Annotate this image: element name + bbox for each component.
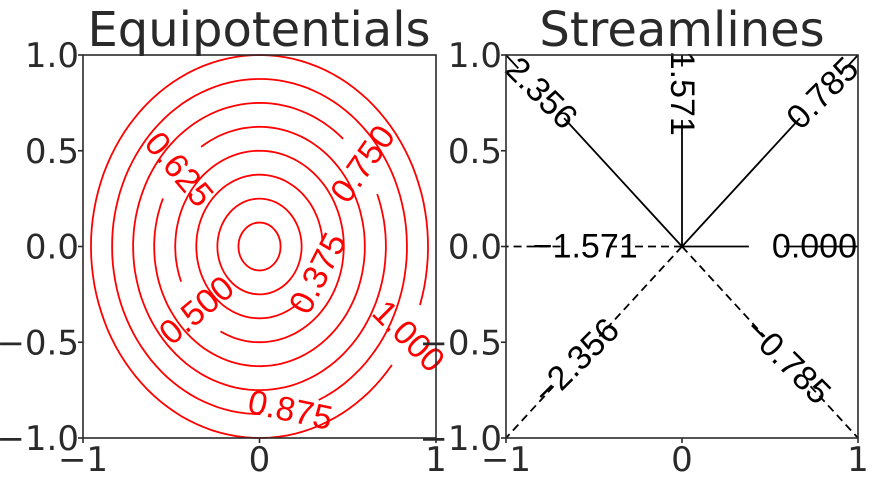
contour-label: −0.785 — [737, 311, 838, 412]
y-tick-label: 1.0 — [448, 36, 502, 76]
y-tick-label: −0.5 — [0, 323, 79, 363]
x-tick-label: −1 — [58, 440, 108, 480]
equipotential-contour — [174, 149, 345, 344]
equipotential-contour — [90, 54, 429, 439]
equipotential-contour — [195, 173, 324, 320]
streamline — [809, 385, 859, 439]
y-tick-label: 1.0 — [25, 36, 79, 76]
equipotentials-frame — [82, 54, 437, 439]
y-tick-label: 0.0 — [25, 228, 79, 268]
equipotential-contour — [111, 78, 408, 415]
streamlines-y-ticks: 1.0 0.5 0.0 −0.5 −1.0 — [419, 36, 506, 459]
x-tick-label: 1 — [847, 440, 869, 480]
contour-label: 0.875 — [245, 383, 336, 438]
streamline — [681, 117, 801, 248]
streamline — [681, 245, 766, 338]
x-tick-label: 1 — [425, 440, 447, 480]
y-tick-label: 0.0 — [448, 228, 502, 268]
y-tick-label: 0.5 — [25, 132, 79, 172]
x-tick-label: 0 — [249, 440, 271, 480]
streamline — [563, 117, 683, 248]
streamlines-plot-area: 0.000 0.785 1.571 2.356 −1.571 −2.356 −0.785 — [498, 50, 866, 439]
y-tick-label: −1.0 — [0, 419, 79, 459]
equipotentials-y-ticks: 1.0 0.5 0.0 −0.5 −1.0 — [0, 36, 83, 459]
equipotentials-title: Equipotentials — [87, 2, 430, 58]
x-tick-label: −1 — [481, 440, 531, 480]
contour-label: 2.356 — [498, 50, 585, 137]
y-tick-label: −0.5 — [419, 323, 502, 363]
contour-label: −1.571 — [533, 228, 638, 266]
equipotential-contour — [216, 197, 303, 296]
y-tick-label: 0.5 — [448, 132, 502, 172]
equipotential-contour — [237, 221, 282, 272]
contour-label: 1.571 — [663, 51, 701, 136]
streamlines-title: Streamlines — [539, 2, 824, 58]
y-tick-label: −1.0 — [419, 419, 502, 459]
contour-label: −2.356 — [526, 311, 627, 412]
streamline — [505, 54, 519, 70]
x-tick-label: 0 — [671, 440, 693, 480]
streamlines-x-ticks: −1 0 1 — [481, 438, 869, 480]
streamline — [845, 54, 859, 70]
contour-label: 0.785 — [779, 50, 866, 137]
streamline — [505, 385, 555, 439]
equipotential-contour — [153, 125, 366, 368]
contour-label: 0.000 — [772, 228, 857, 266]
equipotential-contour — [132, 101, 387, 392]
streamlines-panel: Streamlines 0.000 0.785 1.571 2.356 −1.571 −2… — [419, 2, 868, 480]
equipotentials-x-ticks: −1 0 1 — [58, 438, 447, 480]
streamline — [598, 245, 683, 338]
contour-label: 0.500 — [152, 269, 242, 353]
